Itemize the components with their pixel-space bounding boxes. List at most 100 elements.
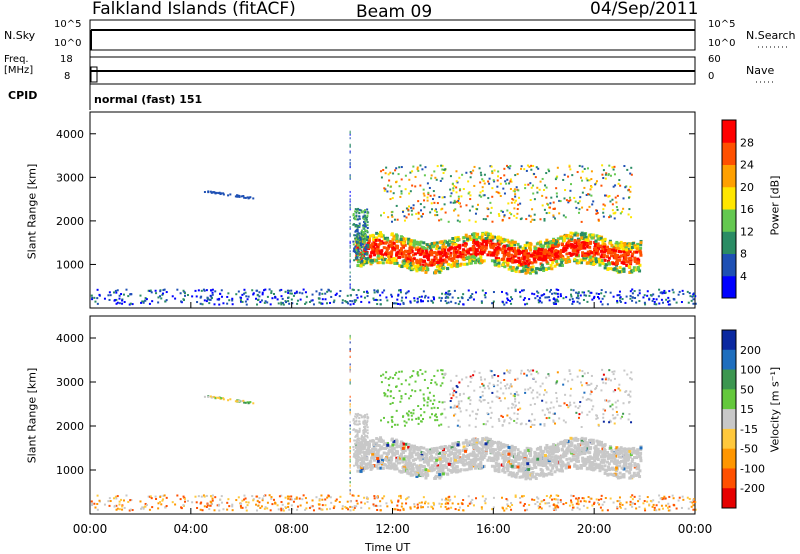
- data-cell: [626, 168, 629, 171]
- data-cell: [587, 466, 591, 470]
- data-cell: [480, 250, 484, 254]
- data-cell: [478, 235, 482, 239]
- data-cell: [445, 252, 449, 256]
- data-cell: [484, 218, 487, 221]
- data-cell: [548, 457, 552, 461]
- data-cell: [358, 245, 361, 248]
- data-cell: [349, 143, 351, 146]
- data-cell: [371, 439, 375, 443]
- data-cell: [501, 451, 505, 455]
- data-cell: [565, 404, 568, 407]
- data-cell: [472, 232, 476, 236]
- data-cell: [591, 250, 595, 254]
- data-cell: [421, 455, 425, 459]
- data-cell: [580, 236, 584, 240]
- data-cell: [549, 447, 553, 451]
- data-cell: [378, 261, 382, 265]
- data-cell: [581, 251, 585, 255]
- data-cell: [472, 446, 476, 450]
- data-cell: [291, 302, 294, 305]
- data-cell: [450, 240, 454, 244]
- data-cell: [607, 248, 611, 252]
- data-cell: [533, 463, 537, 467]
- data-cell: [476, 232, 480, 236]
- data-cell: [518, 475, 522, 479]
- data-cell: [402, 302, 405, 305]
- data-cell: [614, 389, 617, 392]
- data-cell: [370, 456, 374, 460]
- data-cell: [456, 386, 459, 389]
- data-cell: [247, 295, 250, 298]
- data-cell: [438, 457, 442, 461]
- data-cell: [200, 295, 203, 298]
- data-cell: [528, 370, 531, 373]
- data-cell: [452, 209, 455, 212]
- data-cell: [451, 442, 455, 446]
- data-cell: [586, 371, 589, 374]
- data-cell: [539, 257, 543, 261]
- data-cell: [452, 454, 456, 458]
- data-cell: [592, 405, 595, 408]
- data-cell: [435, 458, 439, 462]
- data-cell: [444, 451, 448, 455]
- data-cell: [443, 454, 447, 458]
- data-cell: [427, 191, 430, 194]
- data-cell: [578, 302, 581, 305]
- data-cell: [349, 203, 351, 206]
- data-cell: [522, 249, 526, 253]
- data-cell: [249, 196, 252, 199]
- data-cell: [564, 258, 568, 262]
- data-cell: [428, 246, 432, 250]
- data-cell: [415, 474, 419, 478]
- data-cell: [552, 207, 555, 210]
- data-cell: [376, 466, 380, 470]
- data-cell: [601, 297, 604, 300]
- data-cell: [432, 190, 435, 193]
- data-cell: [463, 447, 467, 451]
- data-cell: [443, 459, 447, 463]
- data-cell: [454, 208, 457, 211]
- data-cell: [94, 300, 97, 303]
- data-cell: [555, 240, 559, 244]
- data-cell: [600, 289, 603, 292]
- data-cell: [308, 300, 311, 303]
- data-cell: [568, 457, 572, 461]
- data-cell: [390, 250, 394, 254]
- data-cell: [516, 417, 519, 420]
- data-cell: [530, 164, 533, 167]
- data-cell: [509, 164, 512, 167]
- data-cell: [380, 438, 384, 442]
- data-cell: [542, 459, 546, 463]
- data-cell: [469, 237, 473, 241]
- data-cell: [324, 292, 327, 295]
- data-cell: [527, 262, 531, 266]
- data-cell: [472, 236, 476, 240]
- data-cell: [506, 258, 510, 262]
- data-cell: [491, 302, 494, 305]
- data-cell: [619, 240, 623, 244]
- data-cell: [522, 461, 526, 465]
- data-cell: [629, 297, 632, 300]
- data-cell: [405, 296, 408, 299]
- data-cell: [349, 158, 351, 161]
- data-cell: [399, 291, 402, 294]
- data-cell: [513, 188, 516, 191]
- data-cell: [540, 453, 544, 457]
- data-cell: [631, 296, 634, 299]
- data-cell: [404, 188, 407, 191]
- data-cell: [394, 449, 398, 453]
- data-cell: [541, 204, 544, 207]
- data-cell: [510, 201, 513, 204]
- data-cell: [326, 290, 329, 293]
- freq-tick-top: 18: [60, 54, 73, 65]
- data-cell: [612, 452, 616, 456]
- data-cell: [420, 295, 423, 298]
- data-cell: [473, 184, 476, 187]
- data-cell: [618, 179, 621, 182]
- data-cell: [513, 448, 517, 452]
- data-cell: [622, 473, 626, 477]
- data-cell: [382, 451, 386, 455]
- data-cell: [582, 459, 586, 463]
- data-cell: [349, 250, 351, 253]
- data-cell: [636, 450, 640, 454]
